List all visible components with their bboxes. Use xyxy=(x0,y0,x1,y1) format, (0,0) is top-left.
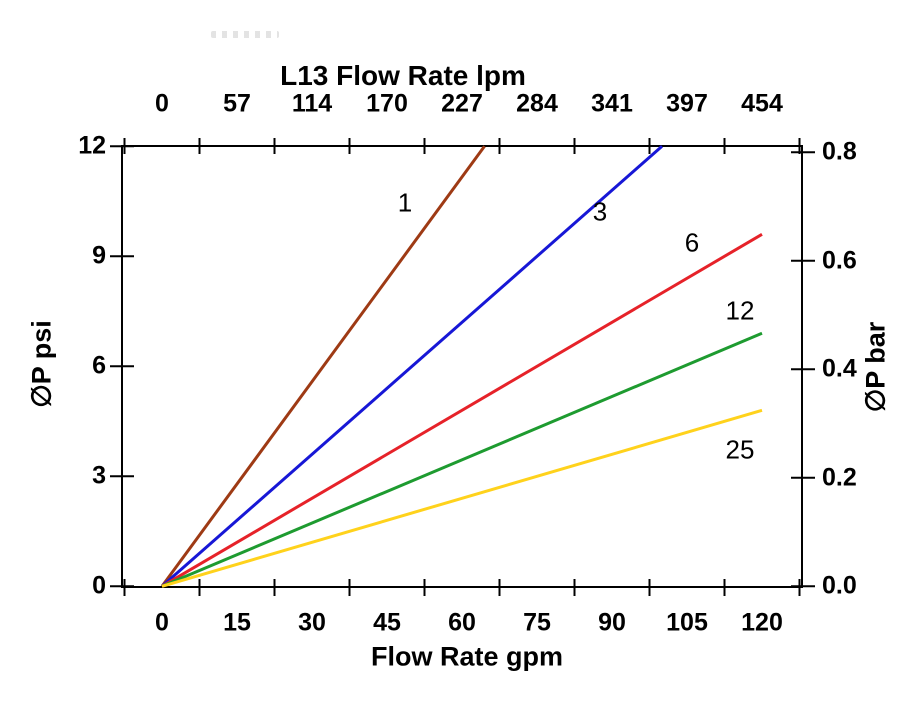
x-top-tick-label: 0 xyxy=(155,89,169,118)
series-line-6 xyxy=(161,233,763,588)
x-top-tick-label: 57 xyxy=(223,89,251,118)
series-label-12: 12 xyxy=(725,295,755,326)
series-line-12 xyxy=(161,331,763,588)
y-left-tick-label: 6 xyxy=(92,351,106,380)
series-label-1: 1 xyxy=(397,187,413,218)
x-bottom-tick-label: 30 xyxy=(298,608,326,637)
y-left-tick-label: 12 xyxy=(78,131,106,160)
x-bottom-tick-label: 120 xyxy=(741,608,783,637)
y-right-tick-label: 0.2 xyxy=(822,463,857,492)
x-top-tick-label: 397 xyxy=(666,89,708,118)
y-left-tick-label: 9 xyxy=(92,241,106,270)
series-label-25: 25 xyxy=(725,434,755,465)
series-line-25 xyxy=(161,408,763,588)
x-bottom-tick-label: 0 xyxy=(155,608,169,637)
x-top-tick-label: 170 xyxy=(366,89,408,118)
x-top-tick-label: 227 xyxy=(441,89,483,118)
x-bottom-tick-label: 105 xyxy=(666,608,708,637)
y-left-tick-label: 3 xyxy=(92,461,106,490)
y-left-tick-label: 0 xyxy=(92,571,106,600)
series-line-3 xyxy=(161,145,663,588)
x-bottom-tick-label: 60 xyxy=(448,608,476,637)
y-right-tick-label: 0.4 xyxy=(822,354,857,383)
series-label-3: 3 xyxy=(592,196,608,227)
x-top-tick-label: 114 xyxy=(291,89,333,118)
x-bottom-tick-label: 45 xyxy=(373,608,401,637)
x-top-tick-label: 284 xyxy=(516,89,558,118)
x-bottom-tick-label: 75 xyxy=(523,608,551,637)
y-right-tick-label: 0.0 xyxy=(822,571,857,600)
x-bottom-tick-label: 90 xyxy=(598,608,626,637)
x-top-tick-label: 341 xyxy=(591,89,633,118)
chart-title: L13 Flow Rate lpm xyxy=(280,60,526,91)
series-label-6: 6 xyxy=(684,227,700,258)
x-bottom-tick-label: 15 xyxy=(223,608,251,637)
series-line-1 xyxy=(160,145,486,588)
y-axis-title-right: ∅P bar xyxy=(860,321,891,413)
x-top-tick-label: 454 xyxy=(741,89,783,118)
plot-border xyxy=(121,145,803,588)
y-right-tick-label: 0.6 xyxy=(822,246,857,275)
y-right-tick-label: 0.8 xyxy=(822,137,857,166)
smudge-artifact xyxy=(211,31,279,38)
x-axis-title-bottom: Flow Rate gpm xyxy=(370,641,564,672)
